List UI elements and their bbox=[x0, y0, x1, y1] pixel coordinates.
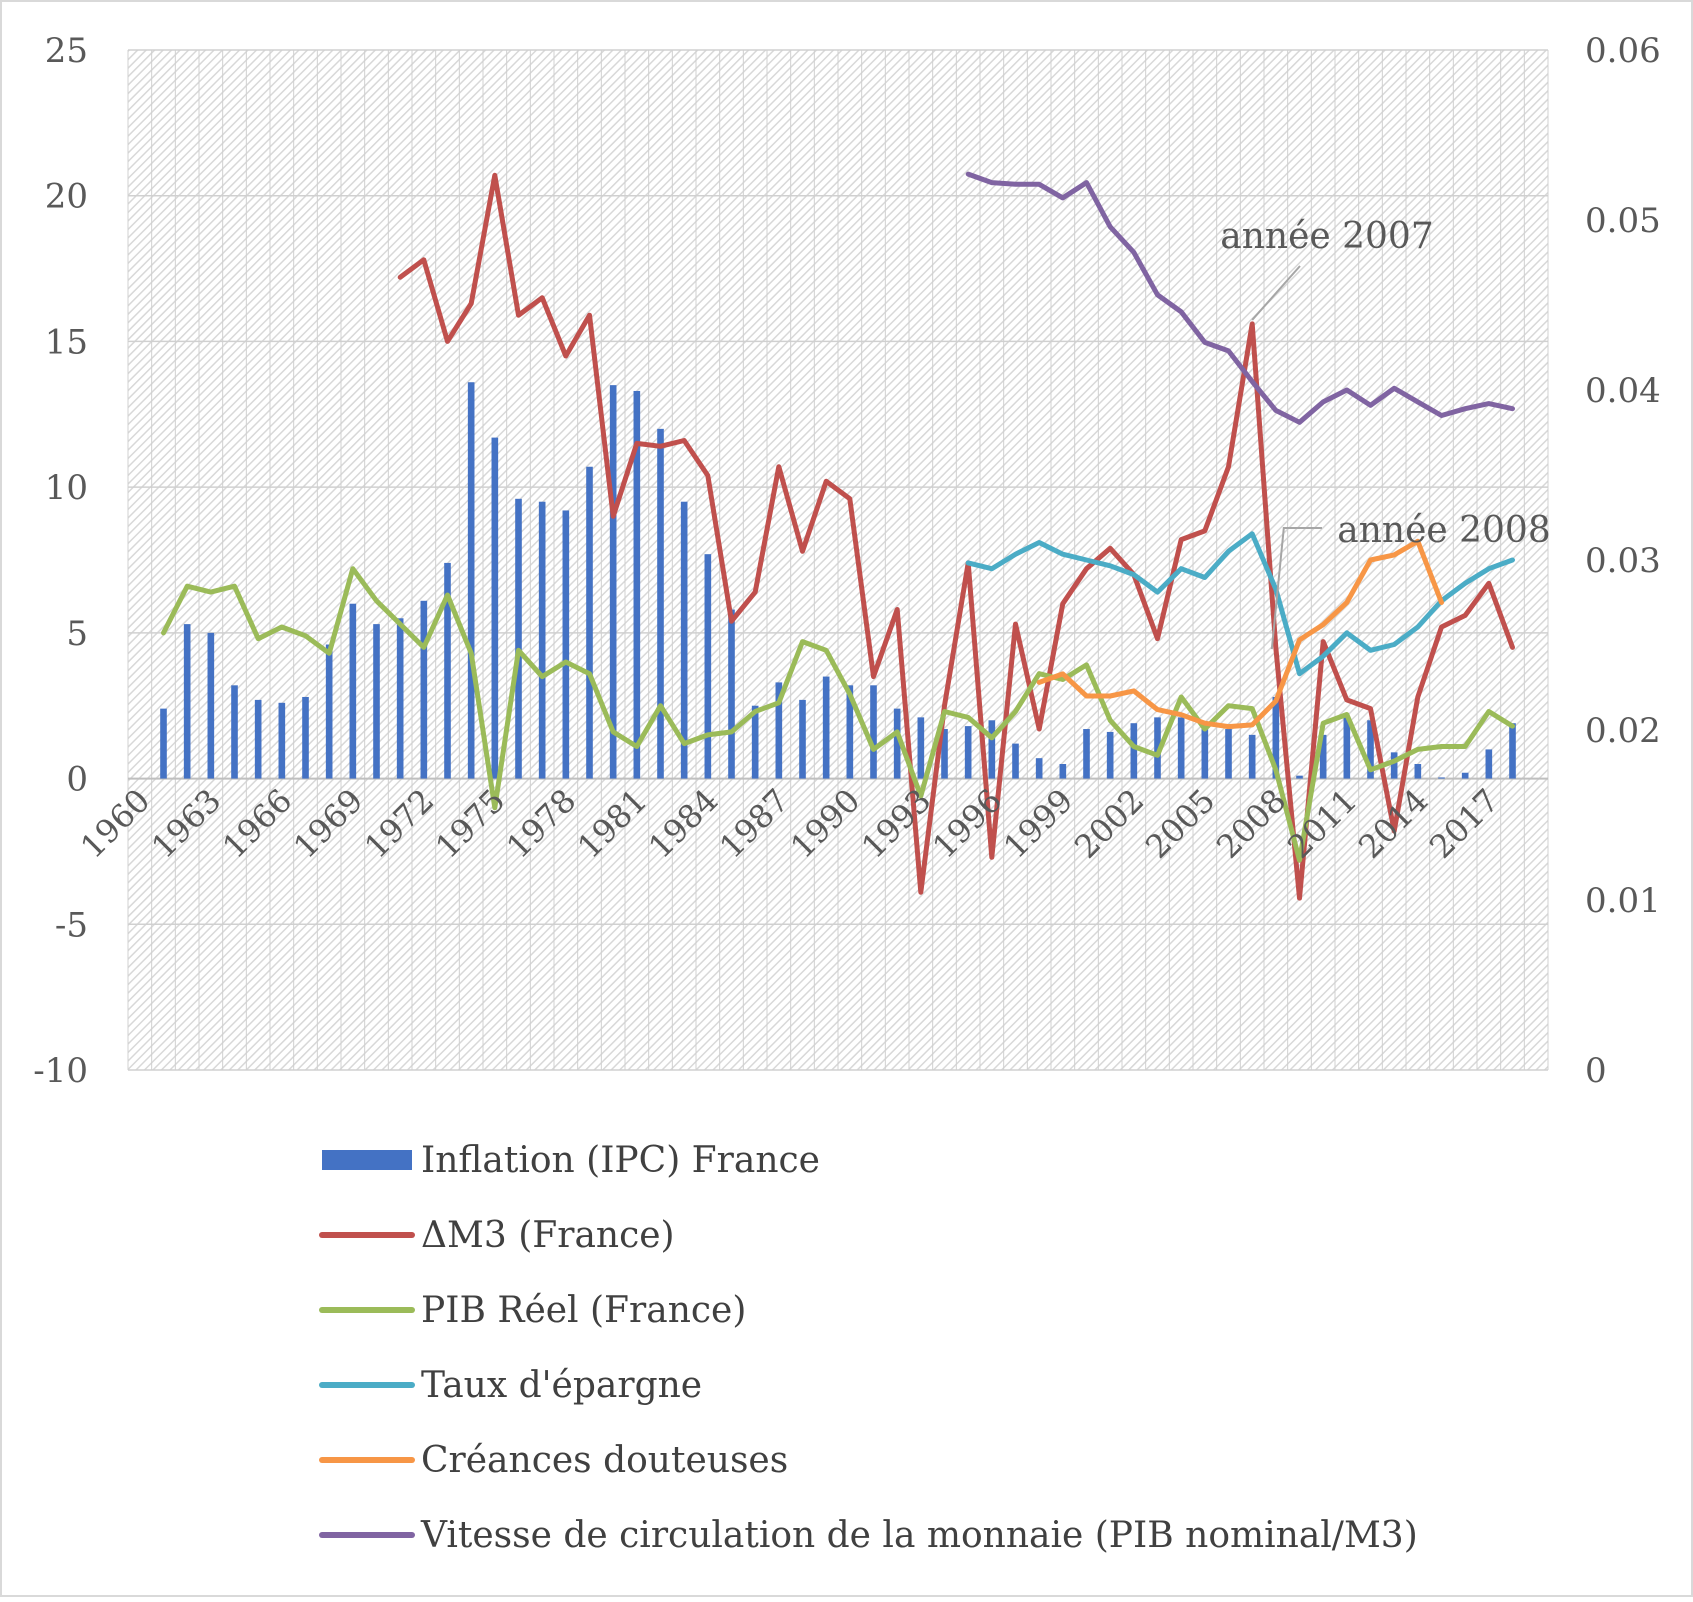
legend-swatch-bar bbox=[322, 1150, 412, 1170]
inflation-bar bbox=[609, 385, 617, 779]
inflation-bar bbox=[586, 466, 593, 779]
inflation-bar bbox=[1035, 758, 1043, 779]
inflation-bar bbox=[846, 685, 854, 779]
inflation-bar bbox=[1225, 729, 1232, 779]
inflation-bar bbox=[349, 603, 357, 779]
inflation-bar bbox=[775, 682, 783, 779]
y-right-tick-label: 0.02 bbox=[1585, 711, 1661, 751]
inflation-bar bbox=[467, 382, 475, 779]
y-right-tick-label: 0.05 bbox=[1585, 201, 1661, 241]
inflation-bar bbox=[728, 609, 735, 779]
inflation-bar bbox=[1485, 749, 1493, 779]
inflation-bar bbox=[1438, 777, 1445, 779]
y-right-tick-label: 0.03 bbox=[1585, 541, 1661, 581]
y-right-tick-label: 0.01 bbox=[1585, 881, 1661, 921]
inflation-bar bbox=[751, 705, 759, 779]
inflation-bar bbox=[373, 624, 380, 779]
inflation-bar bbox=[1177, 717, 1185, 779]
inflation-bar bbox=[1106, 731, 1114, 779]
inflation-bar bbox=[1367, 720, 1374, 779]
inflation-bar bbox=[207, 632, 215, 779]
inflation-bar bbox=[444, 562, 451, 779]
inflation-bar bbox=[1154, 717, 1161, 779]
inflation-bar bbox=[799, 699, 806, 779]
inflation-bar bbox=[1509, 723, 1516, 779]
inflation-bar bbox=[1461, 772, 1469, 779]
y-left-tick-label: 20 bbox=[45, 177, 88, 217]
inflation-bar bbox=[680, 501, 688, 779]
inflation-bar bbox=[1059, 764, 1067, 779]
inflation-bar bbox=[1012, 743, 1019, 779]
legend-label: PIB Réel (France) bbox=[421, 1290, 746, 1331]
legend-label: Taux d'épargne bbox=[421, 1365, 702, 1406]
y-left-tick-label: 10 bbox=[45, 468, 88, 508]
inflation-bar bbox=[704, 554, 712, 779]
inflation-bar bbox=[964, 726, 972, 779]
annotation-label: année 2008 bbox=[1337, 510, 1551, 551]
gridlines bbox=[127, 49, 1549, 1071]
inflation-bar bbox=[538, 501, 546, 779]
inflation-bar bbox=[1083, 729, 1090, 779]
inflation-bar bbox=[562, 510, 570, 779]
annotations-layer: année 2007 année 2008 bbox=[1220, 216, 1551, 650]
inflation-bar bbox=[420, 600, 428, 779]
inflation-bar bbox=[988, 720, 996, 779]
inflation-bar bbox=[278, 702, 286, 779]
inflation-bar bbox=[1319, 734, 1327, 779]
inflation-bar bbox=[633, 390, 641, 779]
y-left-tick-label: 0 bbox=[66, 760, 88, 800]
legend: Inflation (IPC) France ΔM3 (France) PIB Ré… bbox=[319, 1140, 1418, 1556]
inflation-bar bbox=[254, 699, 262, 779]
line-series-layer bbox=[161, 171, 1515, 901]
annotation-leader-line bbox=[1251, 265, 1301, 321]
y-left-tick-label: -10 bbox=[33, 1051, 88, 1091]
line-series-pib-r-el-france bbox=[161, 566, 1515, 863]
annotation-label: année 2007 bbox=[1220, 216, 1434, 257]
y-left-tick-label: 25 bbox=[45, 31, 88, 71]
y-left-tick-label: -5 bbox=[55, 905, 88, 945]
inflation-bar bbox=[917, 717, 925, 779]
inflation-bar bbox=[183, 624, 191, 779]
inflation-bar bbox=[302, 696, 309, 779]
inflation-bar bbox=[1248, 734, 1256, 779]
inflation-bar bbox=[893, 708, 901, 779]
legend-label: ΔM3 (France) bbox=[421, 1215, 675, 1256]
inflation-bar bbox=[160, 708, 167, 779]
inflation-bar bbox=[1296, 775, 1303, 779]
inflation-bar bbox=[1343, 717, 1351, 779]
y-right-tick-label: 0.04 bbox=[1585, 371, 1661, 411]
line-series-vitesse-de-circulation-de-la-monnaie-pib-nominal-m3 bbox=[965, 171, 1515, 425]
inflation-bar bbox=[396, 618, 404, 779]
annotation-leader-line bbox=[1270, 527, 1322, 650]
inflation-bar bbox=[941, 729, 948, 779]
y-left-tick-label: 5 bbox=[66, 614, 88, 654]
line-series-taux-d-pargne bbox=[965, 531, 1515, 677]
legend-label: Vitesse de circulation de la monnaie (PI… bbox=[420, 1515, 1418, 1556]
inflation-bar bbox=[822, 676, 830, 779]
y-left-tick-label: 15 bbox=[45, 322, 88, 362]
inflation-bar bbox=[870, 685, 877, 779]
inflation-bar bbox=[1390, 752, 1398, 779]
inflation-bar bbox=[325, 644, 333, 779]
inflation-bar bbox=[1272, 696, 1280, 779]
inflation-bar bbox=[1130, 723, 1138, 779]
legend-label: Inflation (IPC) France bbox=[421, 1140, 820, 1181]
inflation-bar bbox=[515, 498, 522, 779]
y-right-tick-label: 0.06 bbox=[1585, 31, 1661, 71]
inflation-bar bbox=[491, 437, 499, 779]
inflation-bar bbox=[1414, 764, 1422, 779]
inflation-bar bbox=[657, 428, 664, 779]
inflation-bar bbox=[1201, 729, 1209, 779]
y-right-tick-label: 0 bbox=[1585, 1051, 1607, 1091]
line-series-cr-ances-douteuses bbox=[1036, 538, 1444, 730]
inflation-bar bbox=[231, 685, 238, 779]
legend-label: Créances douteuses bbox=[421, 1440, 788, 1481]
bar-series-layer bbox=[160, 382, 1516, 779]
